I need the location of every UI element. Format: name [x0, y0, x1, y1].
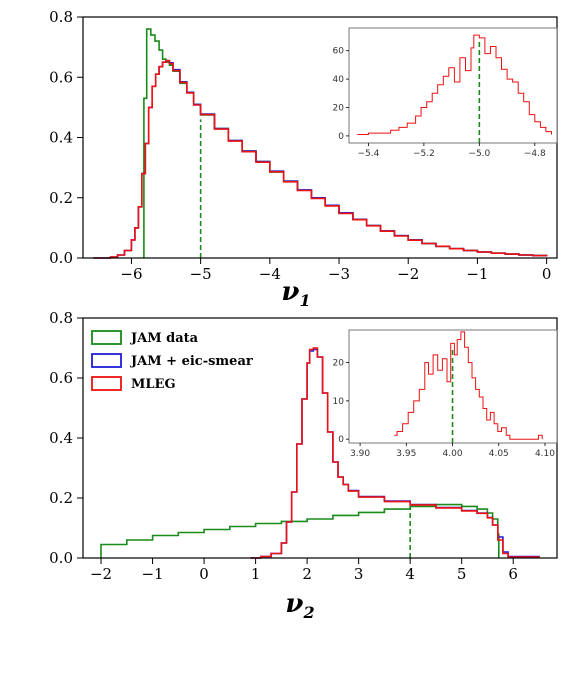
inset1-ytick-label: 20	[333, 359, 345, 369]
panel0-xtick-label: −3	[328, 265, 350, 283]
panel0-ytick-label: 0.4	[49, 129, 73, 147]
bottom-panel: −2 −1 0 1 2 3 4 5 6 0.0 0.2 0.4 0.6 0.8 3.90 3.95 4.00 4.…	[49, 309, 558, 622]
panel1-xtick-label: 2	[302, 565, 312, 583]
legend-label-1: JAM + eic-smear	[130, 354, 253, 369]
panel1-xtick-label: −2	[90, 565, 112, 583]
panel0-xtick-label: −4	[259, 265, 281, 283]
panel0-ytick-label: 0.0	[49, 249, 73, 267]
xlabel-subscript: 1	[299, 291, 310, 310]
inset0-ytick-label: 60	[333, 47, 345, 57]
panel1-ytick-label: 0.2	[49, 489, 73, 507]
panel0-ytick-label: 0.6	[49, 68, 73, 86]
panel1-xtick-label: 3	[354, 565, 364, 583]
inset1-xtick-label: 3.90	[350, 449, 370, 459]
inset0-frame	[348, 27, 558, 144]
inset0-ytick-label: 40	[333, 75, 345, 85]
xlabel-symbol: ν	[285, 589, 303, 619]
panel0-xtick-label: 0	[542, 265, 552, 283]
top-panel: −6 −5 −4 −3 −2 −1 0 0.0 0.2 0.4 0.6 0.8 −5.4 −5.2 −5.0…	[49, 8, 558, 310]
panel0-xlabel: ν1	[281, 277, 310, 310]
inset0-series-0	[357, 34, 552, 135]
inset0-xtick-label: −5.0	[468, 149, 490, 159]
panel1-series-2	[250, 347, 540, 559]
inset0-xtick-label: −5.4	[357, 149, 379, 159]
panel1-xtick-label: 5	[457, 565, 467, 583]
legend-swatch-0	[91, 330, 122, 345]
inset0-ytick-label: 0	[338, 132, 344, 142]
panel1-xtick-label: 0	[199, 565, 209, 583]
inset1-frame	[348, 329, 558, 444]
legend-label-0: JAM data	[130, 331, 199, 346]
xlabel-subscript: 2	[302, 603, 314, 622]
panel0-xtick-label: −1	[466, 265, 488, 283]
panel1-ytick-label: 0.0	[49, 549, 73, 567]
panel0-xtick-label: −2	[397, 265, 419, 283]
panel0-xtick-label: −6	[120, 265, 142, 283]
panel1-ytick-label: 0.4	[49, 429, 73, 447]
panel1-xtick-label: 6	[508, 565, 518, 583]
legend: JAM data JAM + eic-smear MLEG	[91, 330, 253, 392]
inset1-xtick-label: 4.10	[535, 449, 555, 459]
panel1-xtick-label: 4	[405, 565, 415, 583]
inset0-background	[349, 28, 557, 143]
legend-swatch-1	[91, 353, 122, 368]
panel0-ytick-label: 0.8	[49, 8, 73, 26]
panel1-series-0	[100, 503, 500, 558]
panel0-xtick-label: −5	[190, 265, 212, 283]
xlabel-symbol: ν	[281, 277, 299, 307]
panel1-xtick-label: −1	[141, 565, 163, 583]
inset0-xtick-label: −4.8	[524, 149, 546, 159]
panel1-ytick-label: 0.8	[49, 309, 73, 327]
inset1-ytick-label: 0	[338, 435, 344, 445]
panel0-series-2	[93, 59, 548, 259]
panel1-xtick-label: 1	[251, 565, 261, 583]
inset1-xtick-label: 4.00	[443, 449, 463, 459]
panel1-xlabel: ν2	[285, 589, 314, 622]
inset1-xtick-label: 4.05	[489, 449, 509, 459]
inset0-xtick-label: −5.2	[413, 149, 435, 159]
inset1-series-0	[394, 331, 543, 440]
legend-swatch-2	[91, 376, 122, 391]
inset1-xtick-label: 3.95	[396, 449, 416, 459]
legend-label-2: MLEG	[131, 377, 176, 392]
panel0-ytick-label: 0.2	[49, 189, 73, 207]
panel1-ytick-label: 0.6	[49, 369, 73, 387]
inset1-ytick-label: 10	[333, 397, 345, 407]
inset0-ytick-label: 20	[333, 104, 345, 114]
